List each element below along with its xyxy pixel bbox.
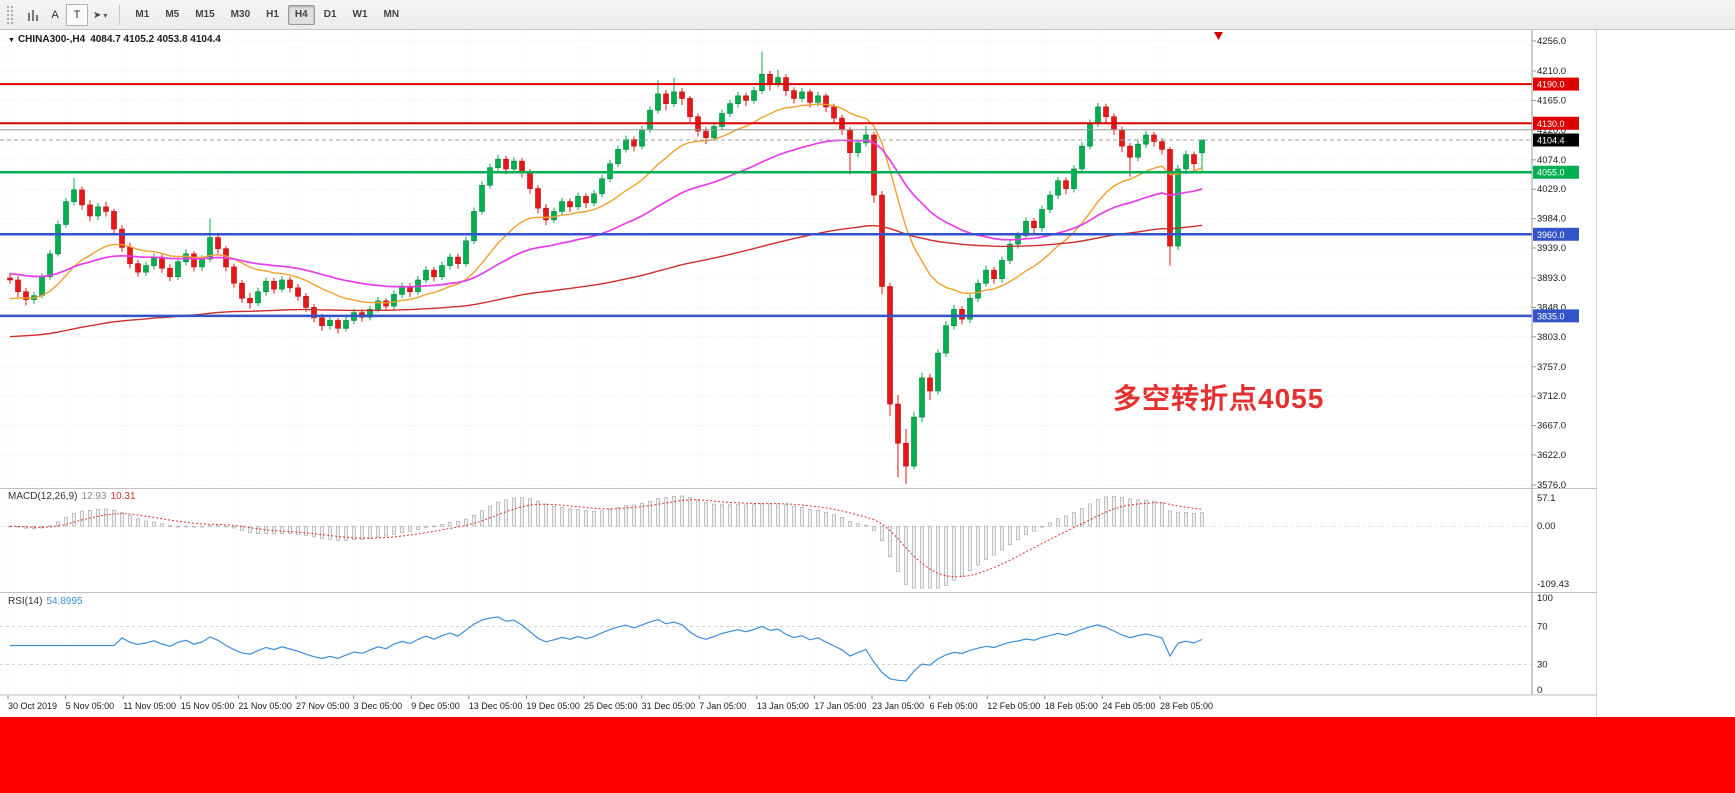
time-axis: 30 Oct 2019 5 Nov 05:00 11 Nov 05:00 15 Nov… bbox=[7, 695, 1213, 711]
ma-line-18 bbox=[9, 103, 1203, 304]
x-tick-label: 24 Feb 05:00 bbox=[1102, 701, 1155, 711]
y-tick-label: 3576.0 bbox=[1537, 480, 1566, 491]
timeframe-button-mn[interactable]: MN bbox=[377, 5, 407, 25]
current-price-label: 4104.4 bbox=[1537, 135, 1565, 145]
text-tool-button[interactable]: T bbox=[66, 3, 88, 26]
timeframe-button-d1[interactable]: D1 bbox=[317, 5, 344, 25]
macd-axis-zero: 0.00 bbox=[1537, 521, 1556, 532]
x-tick-label: 21 Nov 05:00 bbox=[238, 701, 292, 711]
x-tick-label: 3 Dec 05:00 bbox=[354, 701, 403, 711]
chart-window[interactable]: 57.1 0.00 -109.43 100 70 30 0 30 Oct 2019 5 Nov … bbox=[0, 30, 1597, 717]
x-tick-label: 6 Feb 05:00 bbox=[930, 701, 978, 711]
macd-axis-max: 57.1 bbox=[1537, 493, 1556, 504]
y-tick-label: 3757.0 bbox=[1537, 362, 1566, 373]
timeframe-button-h1[interactable]: H1 bbox=[259, 5, 286, 25]
x-tick-label: 7 Jan 05:00 bbox=[699, 701, 746, 711]
rsi-line bbox=[10, 616, 1203, 682]
timeframe-button-m15[interactable]: M15 bbox=[188, 5, 221, 25]
x-tick-label: 23 Jan 05:00 bbox=[872, 701, 924, 711]
x-tick-label: 9 Dec 05:00 bbox=[411, 701, 460, 711]
moving-averages bbox=[9, 103, 1203, 338]
x-tick-label: 12 Feb 05:00 bbox=[987, 701, 1040, 711]
level-price-label: 3835.0 bbox=[1537, 311, 1565, 321]
price-axis[interactable]: 4256.0 4210.0 4165.0 4120.0 4074.0 4029.0 3984… bbox=[1532, 36, 1579, 491]
x-tick-label: 15 Nov 05:00 bbox=[181, 701, 235, 711]
timeframe-button-w1[interactable]: W1 bbox=[346, 5, 375, 25]
bar-chart-icon bbox=[27, 8, 39, 21]
x-tick-label: 31 Dec 05:00 bbox=[642, 701, 696, 711]
x-tick-label: 5 Nov 05:00 bbox=[66, 701, 115, 711]
y-tick-label: 3712.0 bbox=[1537, 391, 1566, 402]
rsi-panel: 100 70 30 0 bbox=[0, 593, 1553, 696]
x-tick-label: 25 Dec 05:00 bbox=[584, 701, 638, 711]
chart-canvas[interactable]: 57.1 0.00 -109.43 100 70 30 0 30 Oct 2019 5 Nov … bbox=[0, 30, 1597, 717]
x-tick-label: 30 Oct 2019 bbox=[8, 701, 57, 711]
timeframe-buttons: M1 M5 M15 M30 H1 H4 D1 W1 MN bbox=[127, 4, 407, 25]
x-tick-label: 27 Nov 05:00 bbox=[296, 701, 350, 711]
level-price-box bbox=[1533, 309, 1579, 323]
cursor-icon: ➤ bbox=[93, 9, 102, 21]
toolbar: A T ➤ ▾ M1 M5 M15 M30 H1 H4 D1 W1 MN bbox=[0, 0, 1735, 30]
cursor-tool-button[interactable]: ➤ ▾ bbox=[88, 4, 112, 26]
level-lines[interactable] bbox=[0, 83, 1532, 318]
rsi-axis-label: 30 bbox=[1537, 660, 1548, 671]
y-tick-label: 4029.0 bbox=[1537, 184, 1566, 195]
rsi-axis-label: 100 bbox=[1537, 593, 1553, 604]
y-tick-label: 3667.0 bbox=[1537, 421, 1566, 432]
y-tick-label: 3939.0 bbox=[1537, 243, 1566, 254]
x-tick-label: 13 Dec 05:00 bbox=[469, 701, 523, 711]
y-tick-label: 4165.0 bbox=[1537, 95, 1566, 106]
x-tick-label: 13 Jan 05:00 bbox=[757, 701, 809, 711]
y-tick-label: 3803.0 bbox=[1537, 332, 1566, 343]
timeframe-button-m1[interactable]: M1 bbox=[128, 5, 156, 25]
chart-type-button[interactable] bbox=[22, 4, 44, 26]
y-tick-label: 3622.0 bbox=[1537, 450, 1566, 461]
y-tick-label: 4256.0 bbox=[1537, 36, 1566, 47]
y-tick-label: 4210.0 bbox=[1537, 66, 1566, 77]
macd-axis-min: -109.43 bbox=[1537, 579, 1569, 590]
level-price-label: 4190.0 bbox=[1537, 80, 1565, 90]
red-banner bbox=[0, 717, 1735, 793]
ma-line-45 bbox=[9, 139, 1203, 288]
x-tick-label: 17 Jan 05:00 bbox=[814, 701, 866, 711]
x-tick-label: 18 Feb 05:00 bbox=[1045, 701, 1098, 711]
timeframe-button-m5[interactable]: M5 bbox=[158, 5, 186, 25]
level-price-box bbox=[1533, 227, 1579, 241]
annotation-a-button[interactable]: A bbox=[44, 4, 66, 26]
y-tick-label: 3984.0 bbox=[1537, 214, 1566, 225]
level-price-box bbox=[1533, 77, 1579, 91]
ma-line-160 bbox=[9, 224, 1203, 338]
y-tick-label: 3893.0 bbox=[1537, 273, 1566, 284]
timeframe-button-h4[interactable]: H4 bbox=[287, 4, 315, 25]
toolbar-separator bbox=[119, 4, 121, 25]
timeframe-button-m30[interactable]: M30 bbox=[224, 5, 257, 25]
chevron-down-icon: ▾ bbox=[103, 10, 108, 20]
level-price-label: 4130.0 bbox=[1537, 119, 1565, 129]
y-tick-label: 4074.0 bbox=[1537, 155, 1566, 166]
toolbar-grip[interactable] bbox=[6, 4, 15, 25]
level-price-label: 4055.0 bbox=[1537, 168, 1565, 178]
candles bbox=[7, 51, 1205, 484]
macd-signal-line bbox=[9, 499, 1203, 578]
x-tick-label: 11 Nov 05:00 bbox=[123, 701, 176, 711]
y-tick-label: 3848.0 bbox=[1537, 302, 1566, 313]
x-tick-label: 19 Dec 05:00 bbox=[526, 701, 580, 711]
macd-panel: 57.1 0.00 -109.43 bbox=[0, 493, 1569, 590]
y-tick-label: 4120.0 bbox=[1537, 125, 1566, 136]
chart-shift-marker-icon[interactable] bbox=[1214, 32, 1223, 40]
level-price-box bbox=[1533, 165, 1579, 179]
x-tick-label: 28 Feb 05:00 bbox=[1160, 701, 1213, 711]
current-price-box bbox=[1533, 133, 1579, 147]
rsi-axis-label: 0 bbox=[1537, 685, 1542, 696]
rsi-axis-label: 70 bbox=[1537, 622, 1548, 633]
level-price-label: 3960.0 bbox=[1537, 230, 1565, 240]
level-price-box bbox=[1533, 116, 1579, 130]
